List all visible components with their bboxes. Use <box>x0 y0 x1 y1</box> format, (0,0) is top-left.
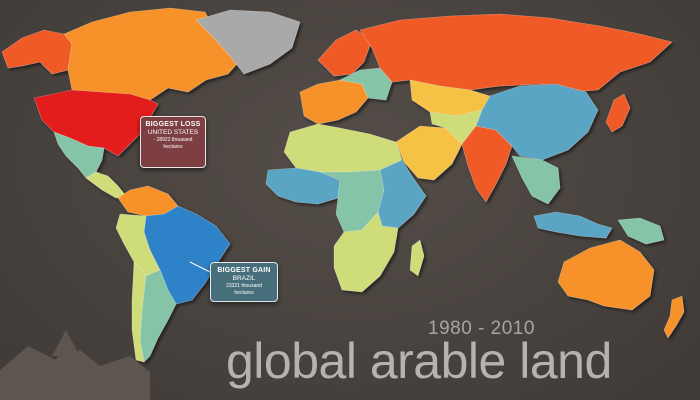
central-america[interactable] <box>85 171 127 199</box>
southern-africa[interactable] <box>333 211 399 293</box>
year-range-label: 1980 - 2010 <box>428 318 535 339</box>
greenland[interactable] <box>195 9 301 75</box>
loss-heading: BIGGEST LOSS <box>145 121 201 128</box>
east-africa[interactable] <box>377 159 427 229</box>
middle-east[interactable] <box>395 125 463 181</box>
new-zealand[interactable] <box>663 295 685 339</box>
papua[interactable] <box>617 217 665 245</box>
australia[interactable] <box>557 239 655 311</box>
madagascar[interactable] <box>409 239 425 277</box>
europe-west[interactable] <box>299 79 369 125</box>
gain-country: BRAZIL <box>232 275 256 282</box>
loss-value-line2: hectares <box>163 144 183 150</box>
house-icon <box>10 364 50 400</box>
gain-callout-leader <box>189 261 211 273</box>
biggest-loss-callout: BIGGEST LOSS UNITED STATES - 28922 thous… <box>140 116 206 168</box>
pine-tree-icon <box>44 330 88 396</box>
gain-value-line2: hectares <box>234 290 254 296</box>
biggest-gain-callout: BIGGEST GAIN BRAZIL 23321 thousand hecta… <box>210 262 278 302</box>
gain-value-line1: 23321 thousand <box>226 283 262 289</box>
chile[interactable] <box>131 261 147 363</box>
europe-east[interactable] <box>339 67 393 101</box>
landscape-decoration <box>0 330 150 400</box>
alaska[interactable] <box>1 29 73 75</box>
indonesia[interactable] <box>533 211 613 239</box>
china[interactable] <box>475 83 599 161</box>
russia[interactable] <box>359 13 673 93</box>
west-africa[interactable] <box>265 167 341 205</box>
loss-value-line1: - 28922 thousand <box>153 137 193 143</box>
loss-country: UNITED STATES <box>147 129 199 136</box>
southeast-asia[interactable] <box>511 155 561 205</box>
scandinavia[interactable] <box>317 29 373 77</box>
north-africa[interactable] <box>283 123 403 173</box>
japan[interactable] <box>605 93 631 133</box>
page-title: global arable land <box>226 333 612 389</box>
gain-heading: BIGGEST GAIN <box>217 267 271 274</box>
